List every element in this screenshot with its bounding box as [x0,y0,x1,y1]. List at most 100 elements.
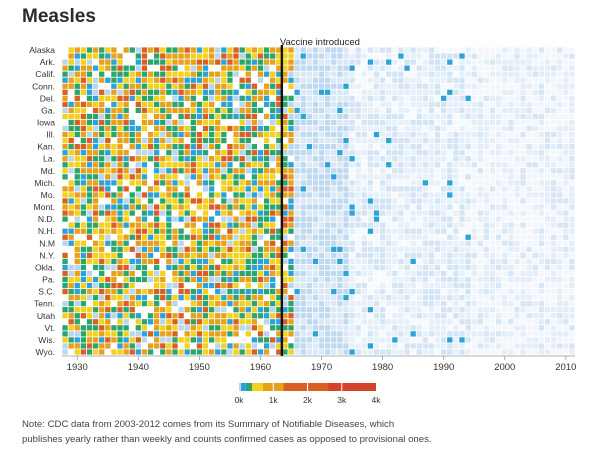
heatmap-cell [196,77,203,83]
heatmap-cell [227,131,233,138]
heatmap-cell [276,83,282,89]
heatmap-cell [263,258,270,265]
heatmap-cell [526,144,532,150]
heatmap-cell [489,288,496,295]
heatmap-cell [80,282,87,289]
heatmap-cell [86,95,93,101]
heatmap-cell [331,59,337,65]
heatmap-cell [306,319,312,325]
heatmap-cell [532,168,538,174]
heatmap-cell [62,319,68,325]
heatmap-cell [282,53,288,59]
heatmap-cell [398,144,404,150]
heatmap-cell [355,162,361,168]
heatmap-cell [502,113,508,120]
heatmap-cell [294,53,300,59]
heatmap-cell [245,210,251,216]
heatmap-cell [379,71,386,77]
heatmap-cell [74,228,80,234]
heatmap-cell [208,234,215,240]
heatmap-cell [129,180,135,186]
heatmap-cell [111,204,117,210]
heatmap-cell [349,301,355,307]
heatmap-cell [105,337,111,343]
heatmap-cell [428,83,435,89]
heatmap-cell [288,174,294,180]
heatmap-cell [520,313,526,319]
heatmap-cell [379,228,386,234]
heatmap-cell [312,307,319,313]
heatmap-cell [563,198,569,204]
heatmap-cell [245,264,251,271]
heatmap-cell [434,222,441,228]
heatmap-cell [233,168,239,174]
heatmap-cell [557,234,563,240]
heatmap-cell [306,228,312,234]
heatmap-cell [117,240,123,246]
heatmap-cell [62,325,68,331]
heatmap-cell [465,246,471,252]
heatmap-cell [160,137,166,144]
state-label: Ill. [46,130,55,140]
heatmap-cell [441,125,447,132]
heatmap-cell [257,53,264,59]
heatmap-cell [239,186,245,192]
heatmap-cell [80,144,87,150]
heatmap-cell [526,150,532,156]
heatmap-cell [538,89,545,95]
heatmap-cell [202,95,209,101]
heatmap-cell [282,349,288,355]
heatmap-cell [569,180,575,186]
heatmap-cell [441,137,447,144]
heatmap-cell [190,343,196,349]
heatmap-cell [477,222,483,228]
heatmap-cell [550,282,557,289]
heatmap-cell [154,252,160,258]
heatmap-cell [74,325,80,331]
heatmap-cell [111,156,117,162]
heatmap-cell [343,186,349,192]
heatmap-cell [544,131,551,138]
heatmap-cell [453,162,459,168]
heatmap-cell [312,240,319,246]
heatmap-cell [459,59,465,65]
heatmap-cell [239,307,245,313]
heatmap-cell [221,349,227,355]
heatmap-cell [92,349,99,355]
heatmap-cell [99,301,105,307]
heatmap-cell [141,59,148,65]
heatmap-cell [80,204,87,210]
heatmap-cell [392,288,398,295]
heatmap-cell [398,137,404,144]
heatmap-cell [221,301,227,307]
heatmap-cell [294,288,300,295]
heatmap-cell [208,240,215,246]
heatmap-cell [349,192,355,198]
heatmap-cell [312,89,319,95]
heatmap-cell [288,240,294,246]
heatmap-cell [373,113,380,120]
heatmap-cell [62,168,68,174]
heatmap-cell [111,264,117,271]
heatmap-cell [172,343,178,349]
heatmap-cell [392,77,398,83]
heatmap-cell [508,210,514,216]
heatmap-cell [62,301,68,307]
heatmap-cell [239,174,245,180]
heatmap-cell [514,131,520,138]
heatmap-cell [379,59,386,65]
heatmap-cell [62,282,68,289]
heatmap-cell [270,258,276,265]
heatmap-cell [373,258,380,265]
heatmap-cell [312,113,319,120]
heatmap-cell [74,101,80,107]
heatmap-cell [282,319,288,325]
heatmap-cell [74,337,80,343]
heatmap-cell [245,349,251,355]
heatmap-cell [166,137,172,144]
heatmap-cell [459,343,465,349]
heatmap-cell [361,204,367,210]
heatmap-cell [434,349,441,355]
heatmap-cell [208,89,215,95]
heatmap-cell [471,307,477,313]
